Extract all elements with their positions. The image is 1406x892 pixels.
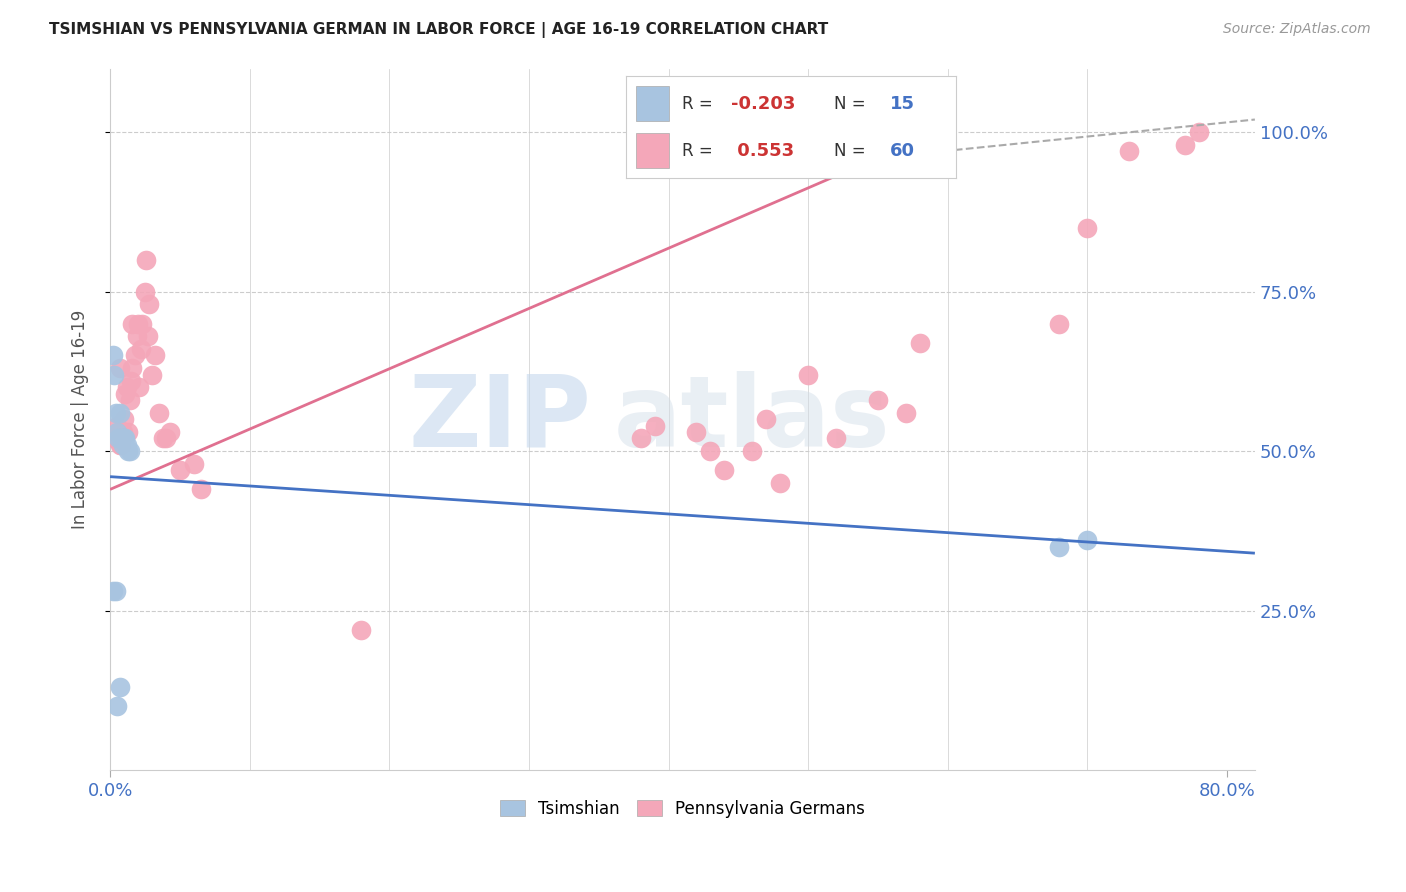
- Text: Source: ZipAtlas.com: Source: ZipAtlas.com: [1223, 22, 1371, 37]
- Point: [713, 463, 735, 477]
- Point: [797, 368, 820, 382]
- Point: [115, 380, 138, 394]
- Point: [121, 361, 143, 376]
- Point: [108, 680, 131, 694]
- Text: N =: N =: [834, 142, 870, 160]
- Point: [117, 444, 139, 458]
- FancyBboxPatch shape: [636, 133, 669, 168]
- Point: [169, 463, 191, 477]
- Text: atlas: atlas: [614, 371, 890, 467]
- Point: [135, 252, 157, 267]
- Point: [108, 438, 131, 452]
- Point: [125, 329, 148, 343]
- Point: [110, 431, 132, 445]
- Text: 0.553: 0.553: [731, 142, 794, 160]
- Point: [190, 483, 212, 497]
- Point: [118, 444, 141, 458]
- Point: [104, 584, 127, 599]
- Point: [108, 406, 131, 420]
- Point: [114, 431, 136, 445]
- Point: [1047, 540, 1070, 554]
- Text: N =: N =: [834, 95, 870, 112]
- Point: [128, 380, 150, 394]
- Text: TSIMSHIAN VS PENNSYLVANIA GERMAN IN LABOR FORCE | AGE 16-19 CORRELATION CHART: TSIMSHIAN VS PENNSYLVANIA GERMAN IN LABO…: [49, 22, 828, 38]
- Point: [117, 425, 139, 439]
- Point: [112, 431, 135, 445]
- Point: [124, 349, 146, 363]
- Point: [755, 412, 778, 426]
- Point: [159, 425, 181, 439]
- Point: [108, 361, 131, 376]
- Point: [101, 349, 124, 363]
- Point: [107, 431, 129, 445]
- Point: [105, 699, 128, 714]
- Point: [630, 431, 652, 445]
- Point: [1118, 145, 1140, 159]
- Point: [1174, 138, 1197, 153]
- Point: [908, 335, 931, 350]
- Point: [894, 406, 917, 420]
- Point: [110, 438, 132, 452]
- Point: [118, 393, 141, 408]
- Point: [769, 476, 792, 491]
- Point: [103, 431, 125, 445]
- Point: [134, 285, 156, 299]
- Point: [131, 317, 153, 331]
- Point: [155, 431, 177, 445]
- Point: [104, 406, 127, 420]
- Text: 60: 60: [890, 142, 915, 160]
- Point: [1076, 221, 1098, 235]
- Point: [1047, 317, 1070, 331]
- Point: [105, 425, 128, 439]
- Point: [644, 418, 666, 433]
- Point: [101, 584, 124, 599]
- Point: [111, 438, 134, 452]
- Point: [350, 623, 373, 637]
- Point: [115, 438, 138, 452]
- Point: [685, 425, 707, 439]
- Point: [699, 444, 721, 458]
- Point: [105, 418, 128, 433]
- Point: [825, 431, 848, 445]
- Point: [152, 431, 174, 445]
- Point: [741, 444, 763, 458]
- Point: [107, 431, 129, 445]
- Point: [866, 393, 889, 408]
- Point: [111, 425, 134, 439]
- Point: [112, 412, 135, 426]
- Point: [727, 157, 749, 171]
- Text: 15: 15: [890, 95, 915, 112]
- Point: [141, 368, 163, 382]
- Text: ZIP: ZIP: [408, 371, 591, 467]
- Point: [1076, 533, 1098, 548]
- Text: R =: R =: [682, 95, 718, 112]
- FancyBboxPatch shape: [636, 87, 669, 121]
- Point: [103, 368, 125, 382]
- Point: [127, 317, 149, 331]
- Point: [148, 406, 170, 420]
- Text: R =: R =: [682, 142, 718, 160]
- Y-axis label: In Labor Force | Age 16-19: In Labor Force | Age 16-19: [72, 310, 89, 529]
- Legend: Tsimshian, Pennsylvania Germans: Tsimshian, Pennsylvania Germans: [494, 794, 872, 825]
- Point: [114, 386, 136, 401]
- Point: [136, 329, 159, 343]
- Point: [143, 349, 166, 363]
- Point: [120, 374, 142, 388]
- Point: [138, 297, 160, 311]
- Point: [121, 317, 143, 331]
- Point: [1188, 125, 1211, 139]
- Point: [129, 342, 152, 356]
- Point: [183, 457, 205, 471]
- Text: -0.203: -0.203: [731, 95, 796, 112]
